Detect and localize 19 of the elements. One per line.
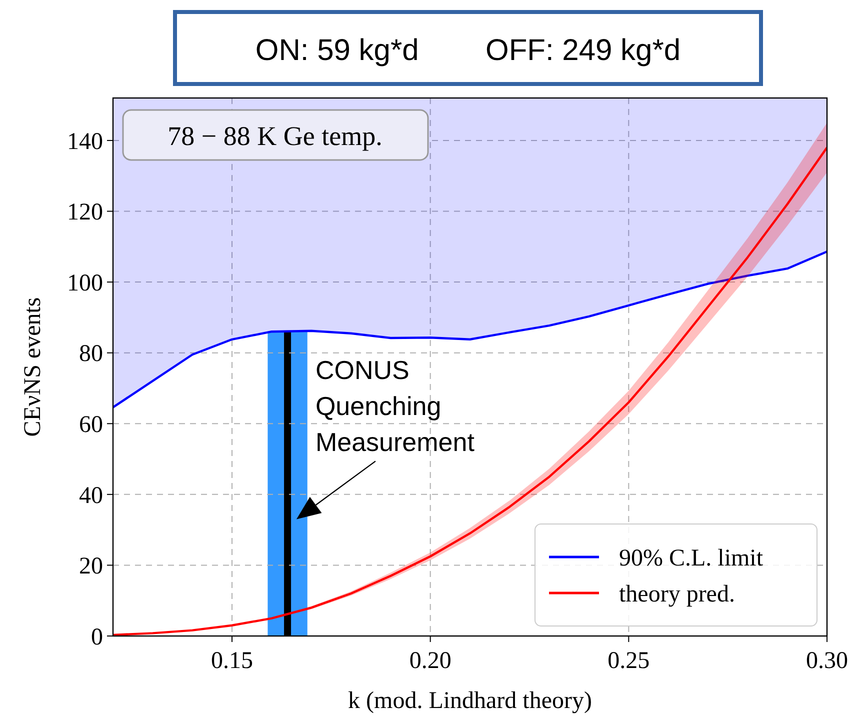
- x-tick-label: 0.15: [211, 648, 253, 674]
- y-tick-label: 20: [79, 554, 103, 580]
- y-tick-label: 80: [79, 341, 103, 368]
- y-tick-label: 140: [67, 128, 103, 155]
- legend-label: 90% C.L. limit: [619, 545, 764, 572]
- y-tick-label: 0: [91, 624, 103, 650]
- x-tick-label: 0.25: [608, 648, 650, 674]
- y-axis-title: CEνNS events: [20, 297, 46, 437]
- y-tick-label: 100: [67, 270, 103, 296]
- chart-title: ON: 59 kg*d OFF: 249 kg*d: [255, 34, 681, 67]
- legend-label: theory pred.: [619, 581, 735, 608]
- y-tick-label: 40: [79, 482, 103, 509]
- annotation: 78 − 88 K Ge temp.: [168, 121, 382, 151]
- x-tick-label: 0.20: [409, 648, 452, 674]
- annotation: CONUS Quenching Measurement: [315, 355, 476, 458]
- x-axis-title: k (mod. Lindhard theory): [348, 688, 592, 714]
- y-tick-label: 60: [79, 412, 103, 438]
- y-tick-label: 120: [67, 200, 103, 226]
- x-tick-label: 0.30: [806, 648, 848, 674]
